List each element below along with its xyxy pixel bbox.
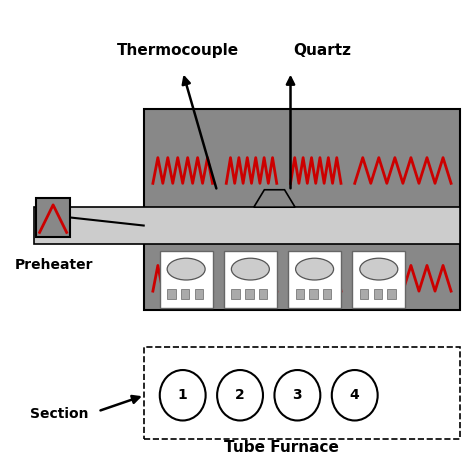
Text: Section: Section	[30, 407, 89, 420]
Ellipse shape	[360, 258, 398, 280]
Bar	[231, 289, 240, 299]
Ellipse shape	[296, 258, 334, 280]
Text: Tube Furnace: Tube Furnace	[224, 440, 339, 455]
Bar	[36, 198, 70, 237]
Bar	[181, 289, 189, 299]
Bar	[144, 347, 460, 439]
Ellipse shape	[332, 370, 378, 420]
Text: Preheater: Preheater	[15, 257, 93, 272]
Bar	[144, 109, 460, 310]
Text: 4: 4	[350, 388, 360, 402]
Bar	[296, 289, 304, 299]
Bar	[245, 289, 254, 299]
Bar	[259, 289, 267, 299]
Text: 2: 2	[235, 388, 245, 402]
Bar	[195, 289, 203, 299]
Bar	[374, 289, 382, 299]
Ellipse shape	[217, 370, 263, 420]
FancyBboxPatch shape	[224, 251, 277, 308]
Ellipse shape	[274, 370, 320, 420]
Bar	[310, 289, 318, 299]
Bar	[34, 207, 460, 244]
FancyBboxPatch shape	[288, 251, 341, 308]
Polygon shape	[254, 190, 295, 207]
Ellipse shape	[231, 258, 269, 280]
FancyBboxPatch shape	[353, 251, 405, 308]
Ellipse shape	[160, 370, 206, 420]
Text: Quartz: Quartz	[293, 43, 351, 58]
Ellipse shape	[167, 258, 205, 280]
Bar	[387, 289, 396, 299]
Text: 3: 3	[292, 388, 302, 402]
Bar	[167, 289, 175, 299]
Text: 1: 1	[178, 388, 188, 402]
FancyBboxPatch shape	[160, 251, 212, 308]
Bar	[360, 289, 368, 299]
Text: Thermocouple: Thermocouple	[117, 43, 239, 58]
Bar	[323, 289, 331, 299]
